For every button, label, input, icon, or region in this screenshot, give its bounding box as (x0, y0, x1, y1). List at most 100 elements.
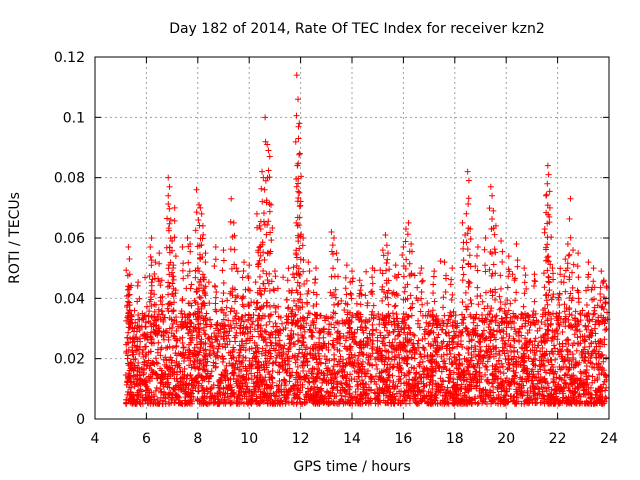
data-point (421, 392, 428, 399)
data-point (492, 400, 499, 406)
data-point (279, 365, 286, 372)
data-point (296, 337, 303, 344)
data-point (147, 290, 154, 297)
data-point (442, 289, 449, 296)
data-point (348, 376, 355, 383)
data-point (290, 391, 297, 398)
data-point (541, 400, 548, 407)
data-point (446, 378, 453, 385)
data-point (310, 319, 317, 326)
data-point (264, 400, 271, 407)
data-point (166, 205, 173, 212)
data-point (443, 366, 450, 373)
data-point (442, 329, 449, 336)
data-point (414, 381, 421, 388)
data-point (557, 265, 564, 272)
data-point (187, 339, 194, 346)
data-point (173, 343, 180, 350)
data-point (131, 338, 138, 345)
data-point (196, 294, 203, 301)
data-point (541, 376, 548, 383)
data-point (481, 246, 488, 253)
data-point (459, 219, 466, 226)
data-point (544, 301, 551, 308)
data-point (379, 247, 386, 254)
data-point (328, 399, 335, 406)
data-point (449, 335, 456, 342)
data-point (364, 360, 371, 367)
data-point (220, 333, 227, 340)
data-point (136, 372, 143, 379)
data-point (259, 397, 266, 404)
data-point (518, 311, 525, 318)
data-point (366, 398, 373, 405)
data-point (157, 365, 164, 372)
data-point (162, 400, 169, 407)
data-point (401, 288, 408, 295)
data-point (135, 359, 142, 366)
data-point (336, 363, 343, 370)
data-point (255, 312, 262, 319)
data-point (241, 318, 248, 325)
data-point (519, 392, 526, 399)
data-point (193, 328, 200, 335)
data-point (478, 373, 485, 380)
data-point (312, 394, 319, 401)
data-point (147, 362, 154, 369)
data-point (492, 319, 499, 326)
data-point (260, 267, 267, 274)
data-point (371, 396, 378, 403)
data-point (322, 360, 329, 367)
data-point (326, 368, 333, 375)
data-point (201, 376, 208, 383)
data-point (384, 256, 391, 263)
data-point (557, 315, 564, 322)
data-point (173, 319, 180, 326)
data-point (306, 267, 313, 274)
data-point (461, 392, 468, 399)
data-point (264, 277, 271, 284)
data-point (524, 388, 531, 395)
data-point (489, 370, 496, 377)
data-point (190, 361, 197, 368)
data-point (247, 328, 254, 335)
data-point (423, 328, 430, 335)
data-point (491, 231, 498, 238)
chart-title: Day 182 of 2014, Rate Of TEC Index for r… (169, 21, 545, 37)
data-point (221, 394, 228, 401)
data-point (418, 289, 425, 296)
data-point (193, 341, 200, 348)
data-point (391, 353, 398, 360)
data-point (262, 285, 269, 292)
data-point (340, 356, 347, 363)
data-point (349, 396, 356, 403)
data-point (248, 345, 255, 352)
data-point (142, 323, 149, 330)
data-point (154, 314, 161, 321)
data-point (542, 321, 549, 328)
data-point (500, 328, 507, 335)
data-point (235, 373, 242, 380)
data-point (470, 319, 477, 326)
data-point (248, 299, 255, 306)
data-point (130, 356, 137, 363)
data-point (347, 290, 354, 297)
data-point (177, 386, 184, 393)
data-point (137, 400, 144, 407)
data-point (475, 361, 482, 368)
data-point (241, 259, 248, 266)
data-point (355, 352, 362, 359)
data-point (164, 365, 171, 372)
data-point (590, 278, 597, 285)
data-point (304, 290, 311, 297)
data-point (240, 344, 247, 351)
data-point (369, 321, 376, 328)
data-point (498, 315, 505, 322)
data-point (367, 395, 374, 402)
data-point (147, 253, 154, 260)
data-point (543, 297, 550, 304)
data-point (282, 324, 289, 331)
data-point (125, 244, 132, 251)
data-point (335, 358, 342, 365)
data-point (521, 357, 528, 364)
